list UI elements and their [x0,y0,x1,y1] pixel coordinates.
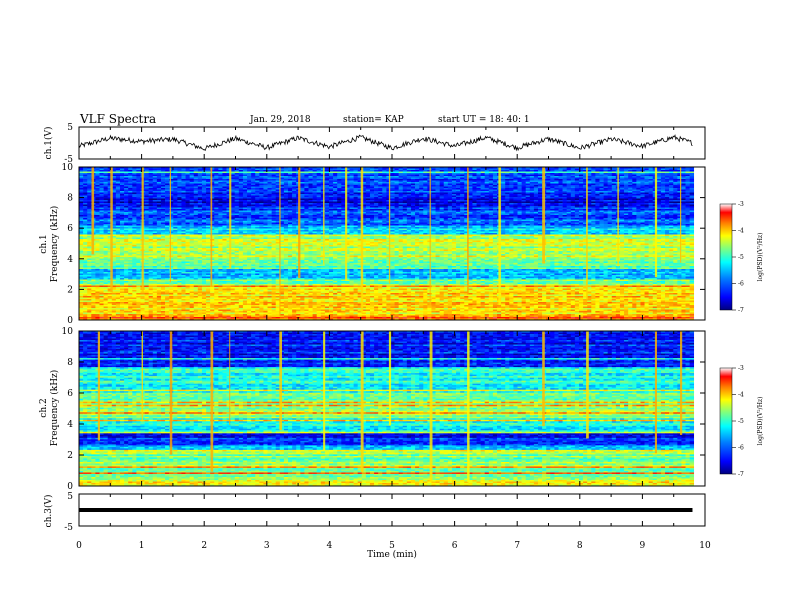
chart-title: VLF Spectra [79,112,156,126]
ch1-ytick-top: 5 [67,123,73,133]
start-time-label: start UT = 18: 40: 1 [438,115,530,125]
station-label: station= KAP [343,115,404,125]
ch1-spectrogram-image [79,167,705,320]
ch1-voltage-ylabel: ch.1(V) [43,127,54,160]
date-label: Jan. 29, 2018 [249,115,311,125]
vlf-spectra-figure: VLF Spectra Jan. 29, 2018 station= KAP s… [0,0,792,612]
ch1-voltage-panel: 5 -5 ch.1(V) [43,123,705,165]
ch1-voltage-series [79,135,693,150]
